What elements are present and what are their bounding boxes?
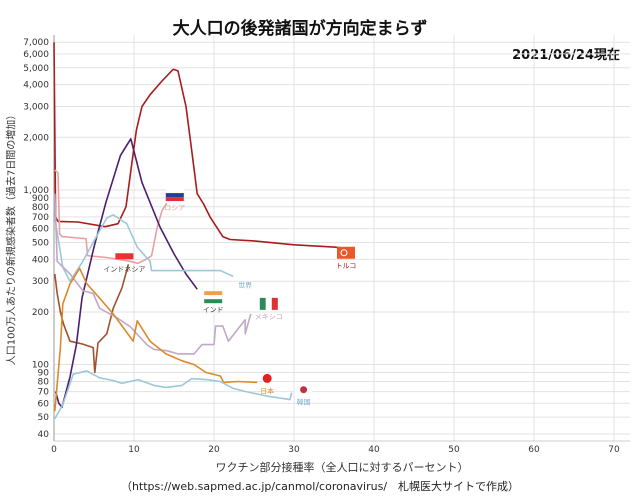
y-tick-label: 6,000 xyxy=(23,50,49,60)
y-tick-label: 900 xyxy=(32,194,49,204)
y-tick-label: 90 xyxy=(38,369,50,379)
series-line-ロシア xyxy=(54,169,168,265)
chart-title: 大人口の後発諸国が方向定まらず xyxy=(172,19,428,39)
x-tick-label: 70 xyxy=(608,445,620,455)
y-tick-label: 3,000 xyxy=(23,103,49,113)
series-label: ロシア xyxy=(164,204,185,212)
series-label: メキシコ xyxy=(255,313,283,321)
x-tick-label: 30 xyxy=(288,445,300,455)
y-tick-label: 50 xyxy=(38,413,50,423)
y-tick-label: 400 xyxy=(32,255,49,265)
x-tick-label: 60 xyxy=(528,445,540,455)
y-tick-label: 1,000 xyxy=(23,186,49,196)
series-label: インド xyxy=(203,306,224,314)
y-tick-label: 600 xyxy=(32,225,49,235)
y-tick-label: 200 xyxy=(32,308,49,318)
series-line-世界 xyxy=(54,214,234,282)
series-line-メキシコ xyxy=(54,193,252,355)
series-label: 日本 xyxy=(260,386,274,395)
series-label: 世界 xyxy=(238,280,252,289)
chart-date: 2021/06/24現在 xyxy=(512,48,620,63)
series-line-インドネシア xyxy=(54,264,130,374)
y-tick-label: 40 xyxy=(38,430,50,440)
series-label: インドネシア xyxy=(103,265,145,273)
y-tick-label: 60 xyxy=(38,399,50,409)
y-tick-label: 2,000 xyxy=(23,133,49,143)
x-axis-label: ワクチン部分接種率（全人口に対するパーセント） xyxy=(215,461,469,474)
y-tick-label: 800 xyxy=(32,203,49,213)
series-line-韓国 xyxy=(54,370,293,420)
india-flag-icon xyxy=(204,291,223,304)
x-tick-label: 0 xyxy=(51,445,57,455)
y-tick-label: 80 xyxy=(38,377,50,387)
x-tick-label: 20 xyxy=(208,445,220,455)
series-label: 韓国 xyxy=(297,398,311,407)
y-tick-label: 500 xyxy=(32,238,49,248)
y-tick-label: 70 xyxy=(38,388,50,398)
mexico-flag-icon xyxy=(259,297,278,310)
series-label: トルコ xyxy=(336,262,357,270)
y-tick-label: 5,000 xyxy=(23,64,49,74)
source-note: （https://web.sapmed.ac.jp/canmol/coronav… xyxy=(120,480,520,493)
korea-flag-icon xyxy=(294,383,313,396)
turkey-flag-icon xyxy=(337,246,355,259)
indonesia-flag-icon xyxy=(115,253,134,260)
y-tick-label: 7,000 xyxy=(23,38,49,48)
series-line-トルコ xyxy=(53,42,351,250)
y-tick-label: 100 xyxy=(32,361,49,371)
x-tick-label: 10 xyxy=(128,445,140,455)
x-tick-label: 40 xyxy=(368,445,380,455)
series-line-日本 xyxy=(54,267,258,412)
russia-flag-icon xyxy=(165,189,184,202)
y-tick-label: 4,000 xyxy=(23,81,49,91)
y-tick-label: 700 xyxy=(32,213,49,223)
japan-flag-icon xyxy=(262,373,272,383)
y-tick-label: 300 xyxy=(32,277,49,287)
x-tick-label: 50 xyxy=(448,445,460,455)
